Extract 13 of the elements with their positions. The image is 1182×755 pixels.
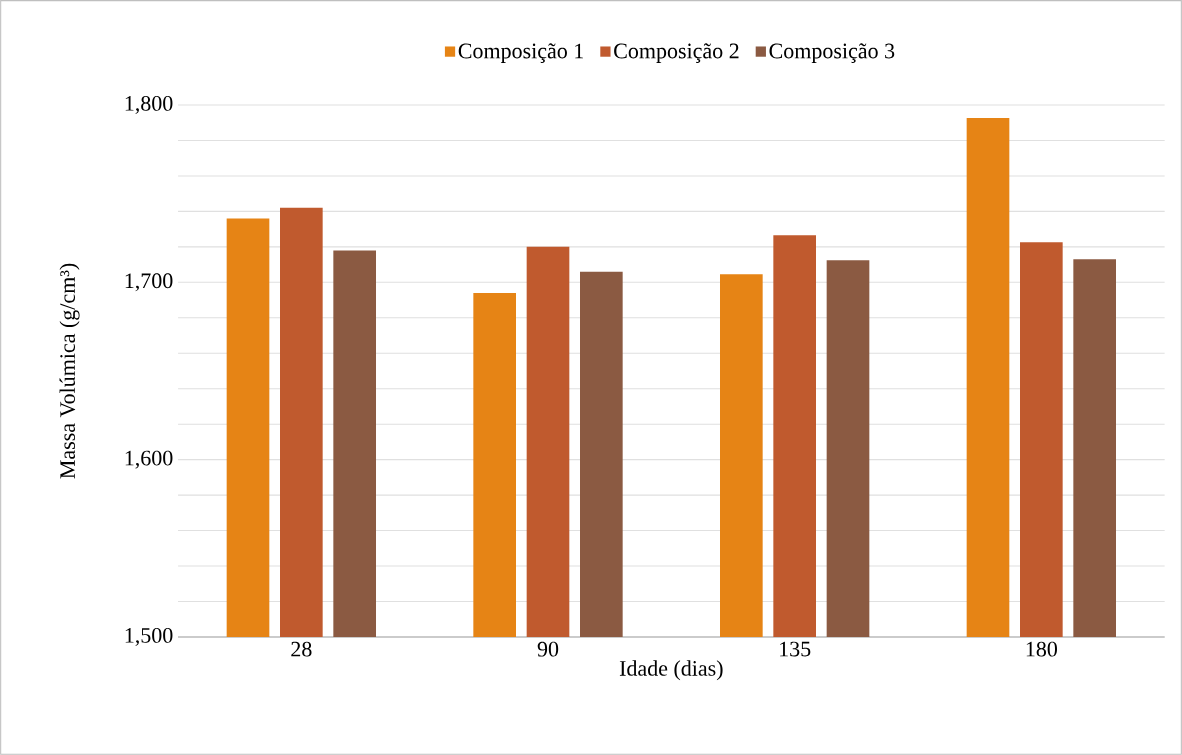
y-tick-label: 1,700 <box>125 273 173 292</box>
x-tick-label: 135 <box>780 641 811 657</box>
x-tick-label: 180 <box>1026 641 1057 657</box>
x-axis-title: Idade (dias) <box>619 660 723 681</box>
y-tick-label: 1,800 <box>125 95 173 114</box>
y-tick-label: 1,600 <box>125 450 173 469</box>
legend-label: Composição 1 <box>458 43 583 63</box>
legend-label: Composição 2 <box>614 43 739 63</box>
x-tick-label: 90 <box>537 641 559 657</box>
y-axis-title: Massa Volúmica (g/cm³) <box>59 263 80 479</box>
legend-label: Composição 3 <box>769 43 895 63</box>
y-tick-label: 1,500 <box>125 627 173 646</box>
x-tick-label: 28 <box>291 641 312 657</box>
